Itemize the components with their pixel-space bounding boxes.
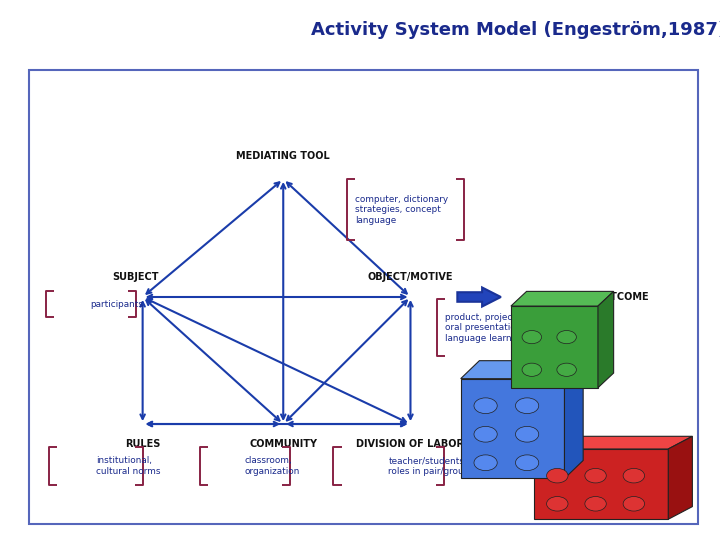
Circle shape: [546, 468, 568, 483]
Circle shape: [623, 497, 644, 511]
Circle shape: [474, 398, 498, 414]
Circle shape: [585, 468, 606, 483]
Text: institutional,
cultural norms: institutional, cultural norms: [96, 456, 161, 476]
Text: computer, dictionary
strategies, concept
language: computer, dictionary strategies, concept…: [355, 195, 448, 225]
Polygon shape: [511, 292, 613, 306]
Circle shape: [546, 497, 568, 511]
Bar: [534, 449, 668, 519]
Text: teacher/students
roles in pair/groupwork: teacher/students roles in pair/groupwork: [388, 456, 491, 476]
Circle shape: [516, 455, 539, 471]
Text: COMMUNITY: COMMUNITY: [249, 440, 318, 449]
Text: RULES: RULES: [125, 440, 161, 449]
Polygon shape: [457, 287, 501, 307]
Circle shape: [522, 363, 541, 376]
Text: classroom,
organization: classroom, organization: [244, 456, 300, 476]
Polygon shape: [668, 436, 693, 519]
Text: DIVISION OF LABOR: DIVISION OF LABOR: [356, 440, 464, 449]
Bar: [461, 379, 564, 478]
Text: participants: participants: [91, 300, 143, 309]
Polygon shape: [534, 436, 693, 449]
Text: SUBJECT: SUBJECT: [113, 272, 159, 281]
Polygon shape: [564, 361, 583, 478]
Text: product, project,
oral presentation
language learning: product, project, oral presentation lang…: [445, 313, 526, 343]
Polygon shape: [598, 292, 613, 388]
Circle shape: [516, 398, 539, 414]
Circle shape: [474, 427, 498, 442]
Circle shape: [557, 363, 577, 376]
Text: OBJECT/MOTIVE: OBJECT/MOTIVE: [368, 272, 453, 281]
Text: Activity System Model (Engeström,1987): Activity System Model (Engeström,1987): [311, 21, 720, 39]
Circle shape: [516, 427, 539, 442]
Circle shape: [474, 455, 498, 471]
Circle shape: [585, 497, 606, 511]
Text: MEDIATING TOOL: MEDIATING TOOL: [236, 151, 330, 161]
Circle shape: [522, 330, 541, 343]
Text: OUTCOME: OUTCOME: [595, 292, 649, 302]
Bar: [511, 306, 598, 388]
Circle shape: [623, 468, 644, 483]
Circle shape: [557, 330, 577, 343]
Polygon shape: [461, 361, 583, 379]
